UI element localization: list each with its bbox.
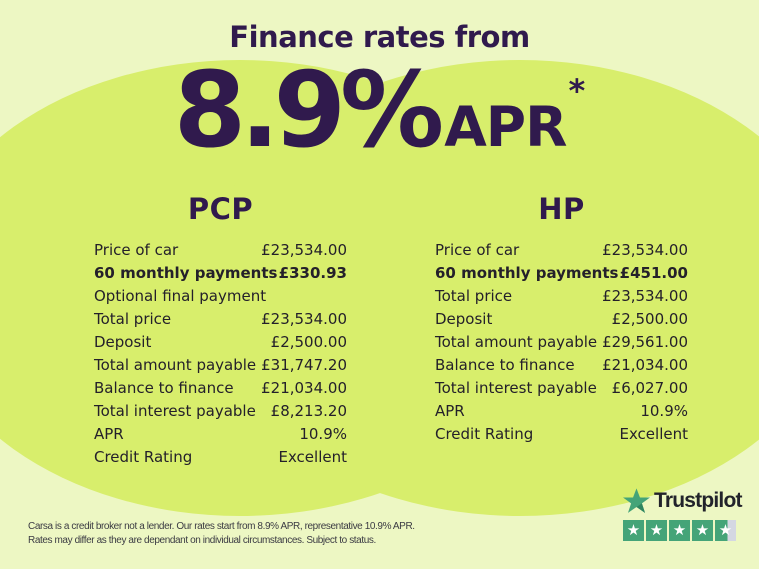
row-value: £330.93 (278, 264, 347, 282)
table-row: Total price £23,534.00 (94, 310, 347, 333)
star-icon: ★ (649, 521, 664, 539)
row-label: Credit Rating (435, 425, 534, 443)
row-label: Price of car (94, 241, 179, 259)
row-label: APR (94, 425, 124, 443)
row-label: 60 monthly payments (94, 264, 278, 282)
row-label: APR (435, 402, 465, 420)
rate-value: 8.9% (173, 49, 444, 171)
row-value: £29,561.00 (602, 333, 688, 351)
trustpilot-badge[interactable]: Trustpilot ★ ★ ★ ★ ★ (623, 488, 742, 541)
star-icon: ★ (695, 521, 710, 539)
table-row: Price of car £23,534.00 (94, 241, 347, 264)
banner-title: Finance rates from (229, 20, 530, 54)
row-value: £6,027.00 (611, 379, 688, 397)
row-value: £21,034.00 (602, 356, 688, 374)
star-icon: ★ (718, 521, 733, 539)
row-value: £2,500.00 (611, 310, 688, 328)
table-row: Total price £23,534.00 (435, 287, 688, 310)
pcp-table: PCP Price of car £23,534.00 60 monthly p… (94, 192, 347, 471)
table-row: Total interest payable £8,213.20 (94, 402, 347, 425)
row-label: Optional final payment (94, 287, 267, 305)
hp-table: HP Price of car £23,534.00 60 monthly pa… (435, 192, 688, 448)
table-row: Total interest payable £6,027.00 (435, 379, 688, 402)
row-value: £21,034.00 (261, 379, 347, 397)
table-row: Optional final payment (94, 287, 347, 310)
star-icon: ★ (626, 521, 641, 539)
star-box-2: ★ (646, 520, 667, 541)
row-label: Total interest payable (435, 379, 597, 397)
row-label: Deposit (94, 333, 152, 351)
row-value: £23,534.00 (602, 241, 688, 259)
row-value: Excellent (619, 425, 688, 443)
row-label: Total amount payable (435, 333, 598, 351)
disclaimer-line-1: Carsa is a credit broker not a lender. O… (28, 521, 415, 532)
disclaimer-line-2: Rates may differ as they are dependant o… (28, 535, 376, 546)
row-label: Total price (435, 287, 513, 305)
row-value: 10.9% (640, 402, 688, 420)
row-label: Deposit (435, 310, 493, 328)
table-row: Balance to finance £21,034.00 (435, 356, 688, 379)
row-label: Balance to finance (94, 379, 234, 397)
row-value: £8,213.20 (270, 402, 347, 420)
trustpilot-rating-stars: ★ ★ ★ ★ ★ (623, 520, 742, 541)
table-row: Deposit £2,500.00 (94, 333, 347, 356)
row-value: £31,747.20 (261, 356, 347, 374)
star-box-1: ★ (623, 520, 644, 541)
star-icon: ★ (672, 521, 687, 539)
table-row: Balance to finance £21,034.00 (94, 379, 347, 402)
table-row: 60 monthly payments £451.00 (435, 264, 688, 287)
trustpilot-wordmark: Trustpilot (654, 489, 742, 512)
row-value: £23,534.00 (602, 287, 688, 305)
table-row: APR 10.9% (94, 425, 347, 448)
table-row: Price of car £23,534.00 (435, 241, 688, 264)
row-label: Credit Rating (94, 448, 193, 466)
table-row: Credit Rating Excellent (94, 448, 347, 471)
table-row: Credit Rating Excellent (435, 425, 688, 448)
pcp-title: PCP (187, 192, 254, 226)
star-box-3: ★ (669, 520, 690, 541)
row-label: Total amount payable (94, 356, 257, 374)
legal-disclaimer: Carsa is a credit broker not a lender. O… (28, 520, 428, 548)
row-label: Price of car (435, 241, 520, 259)
rate-unit: APR (444, 95, 567, 159)
row-label: Total interest payable (94, 402, 256, 420)
row-value: £2,500.00 (270, 333, 347, 351)
table-row: Deposit £2,500.00 (435, 310, 688, 333)
footnote-marker: * (568, 72, 586, 110)
row-label: Balance to finance (435, 356, 575, 374)
row-value: £451.00 (619, 264, 688, 282)
table-row: 60 monthly payments £330.93 (94, 264, 347, 287)
background-circle-right (200, 60, 759, 516)
row-value: Excellent (278, 448, 347, 466)
table-row: APR 10.9% (435, 402, 688, 425)
row-value: 10.9% (299, 425, 347, 443)
hp-title: HP (538, 192, 585, 226)
table-row: Total amount payable £31,747.20 (94, 356, 347, 379)
star-box-4: ★ (692, 520, 713, 541)
star-box-5-partial: ★ (715, 520, 736, 541)
trustpilot-brand-row: Trustpilot (623, 488, 742, 514)
row-label: 60 monthly payments (435, 264, 619, 282)
row-value: £23,534.00 (261, 241, 347, 259)
headline-rate: 8.9% APR* (0, 58, 759, 162)
table-row: Total amount payable £29,561.00 (435, 333, 688, 356)
row-value: £23,534.00 (261, 310, 347, 328)
trustpilot-star-icon (623, 488, 650, 513)
row-label: Total price (94, 310, 172, 328)
